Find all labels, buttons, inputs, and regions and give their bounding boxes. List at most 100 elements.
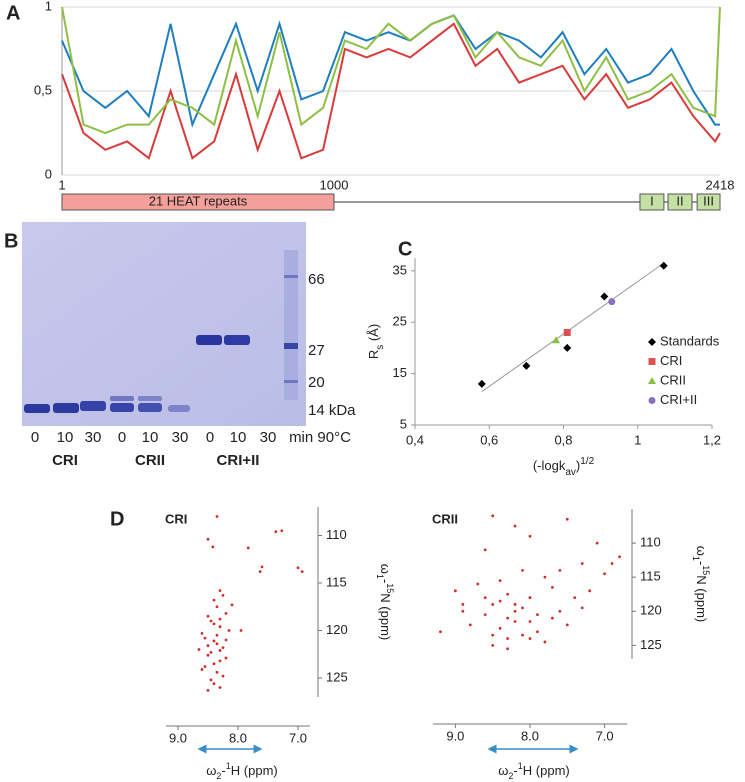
- peak: [521, 606, 524, 610]
- peak: [595, 541, 599, 545]
- domain-label: 21 HEAT repeats: [149, 193, 248, 208]
- label-part: ): [576, 458, 580, 473]
- peak: [212, 662, 216, 666]
- peak: [215, 605, 219, 609]
- peak: [513, 609, 517, 613]
- group-label: CRII: [135, 452, 165, 469]
- peak: [506, 592, 510, 596]
- domain-label: II: [676, 193, 683, 208]
- x-tick-label: 1: [634, 432, 641, 447]
- label-part: -: [513, 763, 517, 778]
- peak: [468, 623, 472, 627]
- x-tick-label: 7.0: [289, 730, 307, 745]
- peak: [610, 562, 614, 565]
- x-axis-label: (-logkav)1/2: [533, 456, 595, 478]
- peak: [203, 665, 207, 668]
- peak: [461, 603, 465, 606]
- y-tick-label: 0,5: [34, 82, 52, 97]
- x-tick-label: 0,8: [554, 432, 572, 447]
- peak: [239, 629, 243, 632]
- peak: [498, 579, 502, 582]
- peak: [221, 646, 225, 649]
- marker-label: 20: [308, 374, 325, 391]
- peak: [506, 616, 510, 620]
- peak: [215, 515, 219, 518]
- peak: [211, 545, 215, 549]
- y-tick-label: 110: [640, 535, 661, 550]
- x-tick-label: 0,6: [480, 432, 498, 447]
- peak: [200, 668, 204, 671]
- peak: [521, 568, 524, 572]
- peak: [618, 555, 621, 559]
- peak: [461, 609, 465, 613]
- y-axis-label: ω1-15N (ppm): [691, 546, 711, 622]
- peak: [209, 619, 213, 623]
- peak: [218, 589, 222, 592]
- peak: [203, 636, 207, 640]
- point: [608, 298, 616, 306]
- trendline: [481, 262, 665, 393]
- label-part: 15: [385, 583, 395, 593]
- peak: [206, 688, 210, 692]
- peak: [603, 572, 607, 576]
- peak: [550, 586, 554, 589]
- domain-label: III: [703, 193, 714, 208]
- peak: [209, 678, 213, 682]
- gel-band: [110, 396, 134, 401]
- lane-label: 30: [172, 429, 189, 446]
- peak: [280, 529, 284, 533]
- label-part: R: [366, 350, 381, 359]
- peak: [483, 596, 487, 600]
- gel-band: [138, 396, 162, 401]
- label-part: 1: [518, 761, 523, 771]
- x-tick-label: 1,2: [703, 432, 721, 447]
- legend-marker: [648, 397, 656, 404]
- gel-band: [24, 404, 50, 413]
- group-label: CRI: [52, 452, 78, 469]
- point: [477, 379, 486, 388]
- y-tick-label: 115: [640, 569, 661, 584]
- peak: [483, 613, 487, 617]
- label-part: 15: [701, 565, 711, 575]
- peak: [206, 644, 210, 648]
- domain: [667, 193, 693, 211]
- peak: [221, 674, 225, 678]
- label-part: -: [378, 579, 393, 583]
- group-label: CRI+II: [217, 452, 260, 469]
- peak: [215, 670, 219, 674]
- peak: [491, 514, 495, 518]
- x-tick-label: 0,4: [406, 432, 424, 447]
- point: [563, 343, 572, 352]
- label-part: -: [694, 561, 709, 565]
- x-tick-label: 9.0: [169, 730, 187, 745]
- label-part: ω: [498, 763, 508, 778]
- gel-ladder-band: [284, 275, 298, 278]
- legend-label: Standards: [660, 333, 720, 348]
- peak: [206, 653, 210, 657]
- peak: [221, 593, 225, 597]
- peak: [565, 623, 569, 627]
- lane-label: 0: [31, 429, 39, 446]
- series-line: [61, 22, 721, 160]
- peak: [513, 603, 517, 606]
- y-tick-label: 120: [326, 622, 348, 637]
- peak: [260, 565, 264, 569]
- series-line: [61, 14, 720, 128]
- peak: [218, 659, 222, 663]
- x-tick-label: 9.0: [446, 728, 464, 743]
- gel-background: [22, 222, 306, 426]
- peak: [483, 548, 487, 552]
- peak: [215, 633, 219, 637]
- label-part: ω: [694, 546, 709, 556]
- peak: [588, 589, 592, 593]
- label-part: H (ppm): [523, 763, 570, 778]
- peak: [200, 631, 204, 635]
- peak: [230, 603, 234, 607]
- peak: [573, 596, 577, 600]
- label-part: 2: [508, 771, 513, 781]
- label-part: ω: [378, 564, 393, 574]
- lane-label: 10: [142, 429, 159, 446]
- label-part: N (ppm): [694, 575, 709, 622]
- legend-marker: [648, 338, 656, 346]
- peak: [528, 637, 532, 640]
